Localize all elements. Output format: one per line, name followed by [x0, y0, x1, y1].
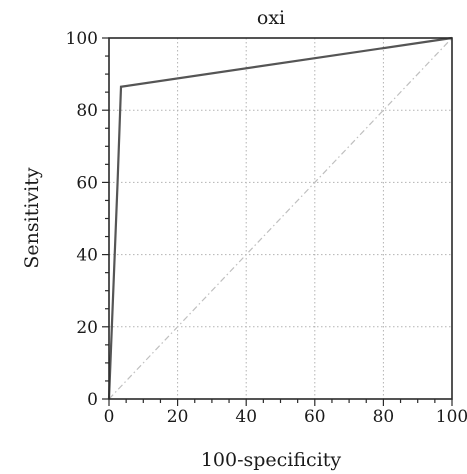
chart-title: oxi [257, 7, 285, 29]
x-tick-label: 0 [104, 407, 115, 427]
reference-diagonal-line [108, 37, 453, 400]
axis-tick-labels: 0 20 40 60 80 100 0 20 40 60 80 100 [66, 29, 467, 427]
x-tick-label: 60 [304, 407, 326, 427]
y-tick-label: 0 [87, 390, 98, 410]
y-axis-label: Sensitivity [21, 167, 43, 268]
y-tick-label: 60 [76, 173, 98, 193]
x-axis-label: 100-specificity [201, 449, 342, 471]
x-tick-label: 20 [167, 407, 189, 427]
y-tick-label: 20 [76, 318, 98, 338]
roc-curve-line [107, 36, 453, 400]
grid-lines [109, 38, 452, 399]
axis-ticks [102, 37, 453, 406]
x-tick-label: 80 [373, 407, 395, 427]
y-tick-label: 80 [76, 101, 98, 121]
x-tick-label: 100 [436, 407, 467, 427]
x-tick-label: 40 [235, 407, 257, 427]
y-tick-label: 40 [76, 246, 98, 266]
y-tick-label: 100 [66, 29, 98, 49]
